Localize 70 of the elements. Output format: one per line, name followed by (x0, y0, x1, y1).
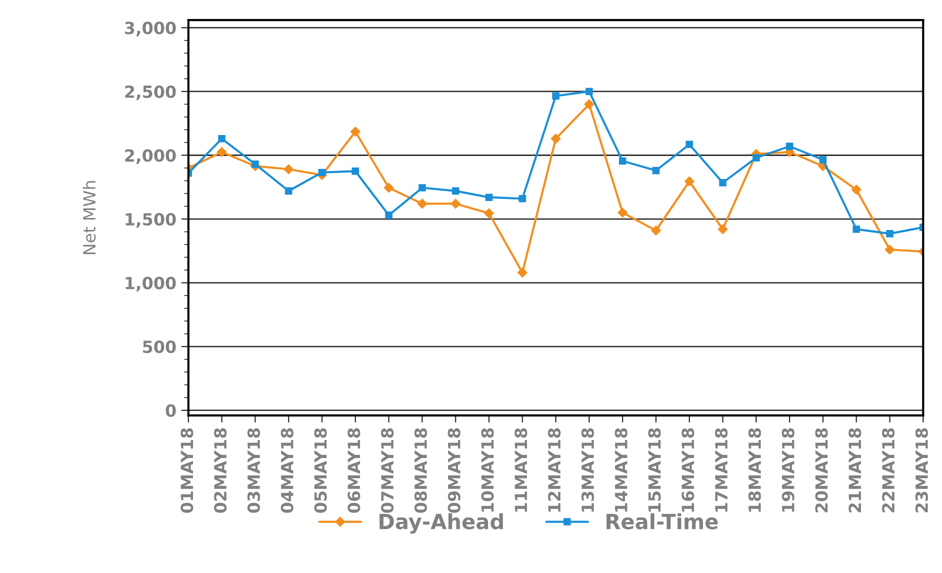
point (786, 142, 794, 150)
point (852, 226, 860, 233)
point (352, 168, 360, 175)
x-tick-label: 02MAY18 (214, 428, 227, 513)
point (252, 160, 259, 168)
point (819, 156, 827, 164)
point (684, 176, 694, 186)
x-tick-label: 20MAY18 (815, 428, 828, 512)
point (584, 99, 594, 110)
x-tick-label: 03MAY18 (247, 428, 260, 513)
point (517, 268, 528, 278)
y-tick-label: 500 (143, 340, 176, 354)
x-tick-label: 19MAY18 (782, 428, 794, 512)
point (718, 224, 728, 234)
x-tick-label: 22MAY18 (882, 428, 895, 512)
point (686, 140, 694, 148)
point (485, 194, 493, 201)
point (550, 134, 561, 144)
point (218, 135, 226, 142)
y-tick-label: 1,500 (126, 212, 176, 228)
y-tick-label: 2,500 (125, 85, 176, 100)
x-tick-label: 16MAY18 (682, 428, 694, 512)
point (418, 184, 426, 192)
point (318, 168, 326, 176)
x-tick-label: 04MAY18 (280, 428, 294, 513)
point (552, 92, 560, 100)
x-tick-label: 07MAY18 (381, 428, 394, 513)
x-tick-label: 11MAY18 (514, 428, 528, 512)
x-tick-label: 23MAY18 (915, 428, 928, 512)
point (450, 198, 461, 209)
point (417, 198, 428, 209)
x-tick-label: 14MAY18 (614, 428, 628, 512)
x-tick-label: 06MAY18 (348, 428, 360, 513)
x-tick-label: 17MAY18 (715, 428, 728, 512)
point (586, 88, 593, 96)
legend-label: Day-Ahead (380, 513, 503, 534)
x-tick-label: 08MAY18 (414, 428, 428, 513)
point (484, 208, 494, 218)
point (651, 226, 661, 236)
point (350, 126, 360, 137)
point (886, 230, 894, 238)
x-tick-label: 12MAY18 (548, 428, 561, 512)
point (385, 212, 392, 219)
legend-label: Real-Time (606, 513, 718, 530)
point (284, 187, 292, 195)
point (752, 154, 760, 162)
x-tick-label: 01MAY18 (180, 428, 194, 513)
point (452, 187, 460, 195)
x-tick-label: 09MAY18 (448, 428, 460, 513)
y-tick-label: 0 (166, 404, 176, 417)
point (384, 182, 394, 193)
point (884, 244, 895, 255)
point (618, 208, 628, 218)
point (652, 166, 660, 174)
point (618, 157, 626, 165)
x-tick-label: 13MAY18 (581, 428, 594, 512)
y-tick-label: 3,000 (124, 22, 176, 36)
point (518, 194, 526, 202)
y-tick-label: 2,000 (125, 149, 176, 164)
point (284, 164, 294, 174)
point (216, 147, 227, 157)
y-axis-title: Net MWh (82, 181, 96, 254)
point (719, 179, 726, 186)
x-tick-label: 10MAY18 (481, 428, 494, 512)
x-tick-label: 18MAY18 (748, 428, 762, 512)
x-tick-label: 05MAY18 (314, 428, 327, 513)
point (851, 184, 862, 195)
x-tick-label: 21MAY18 (848, 428, 862, 512)
x-tick-label: 15MAY18 (648, 428, 661, 512)
y-tick-label: 1,000 (126, 276, 176, 292)
